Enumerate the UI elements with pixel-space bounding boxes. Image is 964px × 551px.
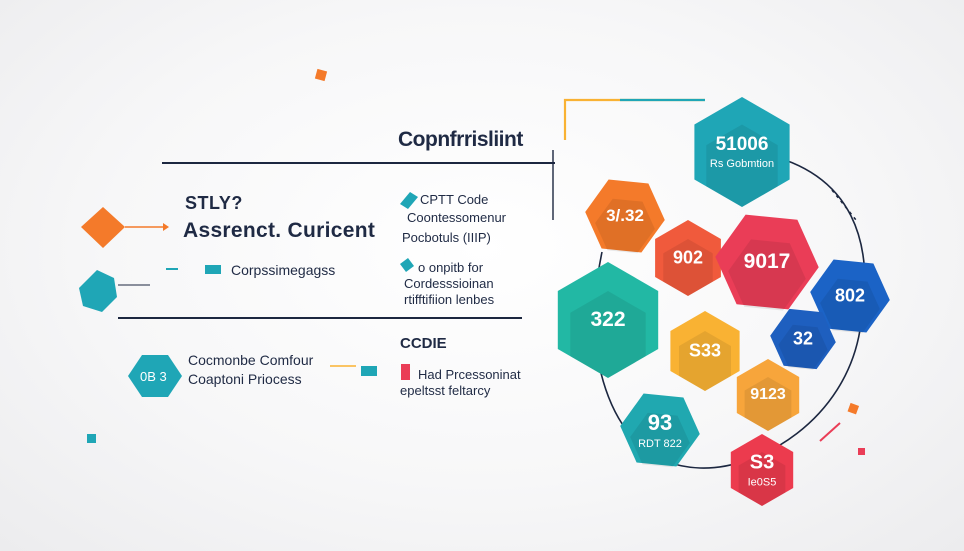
floating-orange-square-icon [314,68,328,82]
middle-block1-line3: Pocbotuls (IIIP) [402,230,491,245]
middle-block2-line2: Cordesssioinan [404,276,494,291]
hexagon-label-h8: 32 [793,329,813,350]
hexagon-label-h3: 902 [673,248,703,269]
hexagon-shade-h9 [744,377,792,431]
hexagon-shade-h8 [778,324,828,370]
hexagon-value: 51006 [715,134,769,155]
left-heading-big: Assrenct. Curicent [183,219,376,242]
hexagon-shade-h4 [728,239,806,311]
hexagon-h2 [585,179,665,253]
hexagon-label-h1: 51006 Rs Gobmtion [710,134,774,170]
teal-marker-icon [361,366,377,376]
hexagon-value: 9123 [750,386,786,403]
hexagon-label-h11: S3 Ie0S5 [748,452,777,489]
orange-square-right-icon [847,402,860,415]
hexagon-h10 [620,393,700,467]
hexagon-label-h9: 9123 [750,386,786,404]
hexagon-h11 [730,434,794,506]
hexagon-h5 [557,262,659,378]
hexagon-label-h5: 322 [590,308,625,332]
hexagon-label-h4: 9017 [744,250,791,274]
middle-block1-line2: Coontessomenur [407,210,506,225]
hexagon-h8 [770,308,836,370]
hexagon-label-h6: 802 [835,286,865,307]
hexagon-h1 [694,97,790,207]
hexagon-value: 3/.32 [606,206,644,225]
hexagon-value: 9017 [743,250,791,273]
teal-pencil-icon [400,192,418,209]
orange-diamond-icon [81,207,125,248]
red-marker-icon [401,364,410,380]
hexagon-h3 [655,220,721,296]
middle-block2-line1: o onpitb for [418,260,484,275]
hexagon-h6 [810,259,890,333]
hexagon-sublabel: Ie0S5 [747,476,777,489]
hexagon-value: 322 [590,308,626,331]
teal-pencil-icon-2 [400,258,414,272]
hexagon-h4 [715,214,819,310]
hexagon-shade-h5 [570,291,646,378]
hexagon-value: 32 [792,328,814,349]
hexagon-value: 802 [834,285,866,306]
title-bracket [563,98,705,140]
red-slash [819,422,841,442]
hexagon-h7 [670,311,740,391]
hexagon-label-h7: S33 [689,341,721,362]
hexagon-shade-h3 [663,239,713,296]
middle-block2-line3: rtifftifiion lenbes [404,292,495,307]
hexagon-value: 93 [647,410,673,435]
left-heading-small: STLY? [185,193,243,213]
hexagon-shade-h11 [738,452,786,506]
orange-arrow-head [163,223,169,231]
hexagon-sublabel: RDT 822 [638,438,682,450]
teal-hex-icon [79,270,117,312]
middle-block3-line2: epeltsst feltarcy [400,383,491,398]
hexagon-shade-h6 [820,278,880,334]
hexagon-label-h2: 3/.32 [606,206,644,226]
hexagon-sublabel: Rs Gobmtion [709,158,775,170]
teal-square-icon [205,265,221,274]
left-item-2-line1: Cocmonbe Comfour [188,352,314,368]
left-badge-label: 0B 3 [140,369,167,384]
left-item-1: Corpssimegagss [231,262,336,278]
middle-block3-heading: CCDIE [400,335,447,352]
hexagon-shade-h7 [679,331,731,391]
hexagon-value: 902 [672,247,704,268]
hexagon-shade-h1 [706,124,778,207]
hexagon-value: S3 [749,451,775,474]
left-item-2-line2: Coaptoni Priocess [188,371,302,387]
small-teal-square-icon [87,434,96,443]
hexagon-shade-h10 [630,412,690,468]
hexagon-label-h10: 93 RDT 822 [638,410,682,450]
middle-block3-line1: Had Prcessoninat [418,367,521,382]
red-dot-icon [858,448,865,455]
badge-hex-icon [128,355,182,397]
middle-block1-line1: CPTT Code [420,192,489,207]
page-title: Copnfrrisliint [398,128,523,151]
hexagon-h9 [736,359,800,431]
hexagon-shade-h2 [595,198,655,254]
hexagon-value: S33 [688,340,722,361]
